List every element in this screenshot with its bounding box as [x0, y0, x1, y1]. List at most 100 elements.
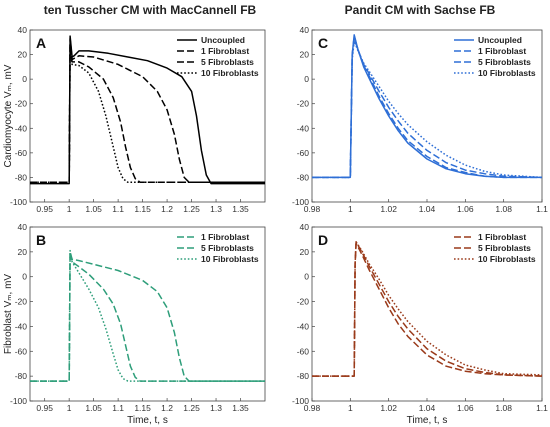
y-tick-label: -60	[15, 148, 28, 158]
y-tick-label: 40	[300, 222, 310, 232]
x-tick-label: 1.04	[419, 204, 436, 214]
x-tick-label: 1.06	[457, 204, 474, 214]
legend-label: 5 Fibroblasts	[478, 243, 531, 253]
left-column-title: ten Tusscher CM with MacCannell FB	[44, 3, 257, 17]
legend-label: 10 Fibroblasts	[478, 254, 536, 264]
y-tick-label: -100	[292, 396, 309, 406]
x-tick-label: 1.1	[112, 204, 124, 214]
series-line-2	[30, 251, 265, 382]
y-tick-label: 40	[18, 222, 28, 232]
y-tick-label: 0	[304, 74, 309, 84]
x-tick-label: 0.98	[304, 204, 321, 214]
legend-label: 1 Fibroblast	[478, 46, 526, 56]
y-tick-label: -80	[15, 172, 28, 182]
x-axis-label: Time, t, s	[407, 415, 448, 426]
legend-label: 10 Fibroblasts	[478, 68, 536, 78]
x-tick-label: 0.95	[36, 403, 53, 413]
series-line-4	[30, 46, 265, 184]
y-axis-label: Cardiomyocyte Vₘ, mV	[3, 64, 14, 167]
series-line-3	[30, 249, 265, 382]
x-tick-label: 1.08	[495, 204, 512, 214]
x-tick-label: 1	[67, 204, 72, 214]
x-tick-label: 1	[348, 204, 353, 214]
legend-label: 5 Fibroblasts	[201, 243, 254, 253]
x-tick-label: 1.25	[183, 204, 200, 214]
y-tick-label: 0	[22, 74, 27, 84]
x-tick-label: 1.25	[183, 403, 200, 413]
y-tick-label: -40	[15, 123, 28, 133]
x-tick-label: 1.2	[161, 403, 173, 413]
y-tick-label: -20	[15, 99, 28, 109]
y-tick-label: -60	[297, 346, 310, 356]
plot-frame	[29, 29, 266, 203]
y-tick-label: -20	[297, 297, 310, 307]
legend-label: 10 Fibroblasts	[201, 254, 259, 264]
x-tick-label: 1.05	[85, 403, 102, 413]
legend-label: 1 Fibroblast	[478, 232, 526, 242]
x-tick-label: 1	[67, 403, 72, 413]
series-line-3	[312, 241, 542, 377]
plot-frame	[29, 226, 266, 402]
panel-label: A	[36, 35, 46, 51]
x-tick-label: 1.08	[495, 403, 512, 413]
x-tick-label: 1.35	[232, 403, 249, 413]
x-tick-label: 1.06	[457, 403, 474, 413]
chart-panel-b: -100 -80 -60 -40 -20 0 20 40 0.95 1 1.05 1.1 1.15 1.2…	[3, 222, 266, 426]
x-tick-label: 1.3	[210, 204, 222, 214]
series-line-3	[312, 37, 542, 179]
right-column-title: Pandit CM with Sachse FB	[345, 3, 496, 17]
y-tick-label: 20	[18, 247, 28, 257]
y-tick-label: -100	[292, 197, 309, 207]
x-tick-label: 1.1	[112, 403, 124, 413]
x-tick-label: 0.95	[36, 204, 53, 214]
y-tick-label: 20	[300, 50, 310, 60]
y-tick-label: -80	[297, 371, 310, 381]
x-tick-label: 1.02	[380, 403, 397, 413]
panel-label: B	[36, 232, 46, 248]
legend-label: 5 Fibroblasts	[201, 57, 254, 67]
series-line-1	[30, 251, 265, 382]
x-tick-label: 1.3	[210, 403, 222, 413]
y-tick-label: 40	[18, 25, 28, 35]
x-tick-label: 1.05	[85, 204, 102, 214]
legend-label: 5 Fibroblasts	[478, 57, 531, 67]
legend-label: 1 Fibroblast	[201, 46, 249, 56]
y-tick-label: 0	[304, 272, 309, 282]
y-tick-label: -80	[297, 172, 310, 182]
y-tick-label: 0	[22, 272, 27, 282]
legend-label: Uncoupled	[201, 35, 245, 45]
legend-label: Uncoupled	[478, 35, 522, 45]
y-tick-label: -100	[10, 197, 27, 207]
y-tick-label: -80	[15, 371, 28, 381]
x-tick-label: 1.15	[134, 204, 151, 214]
y-tick-label: -40	[15, 321, 28, 331]
panel-label: C	[318, 35, 328, 51]
y-tick-label: 20	[18, 50, 28, 60]
y-tick-label: -100	[10, 396, 27, 406]
x-tick-label: 1.04	[419, 403, 436, 413]
x-tick-label: 1.02	[380, 204, 397, 214]
x-tick-label: 1	[348, 403, 353, 413]
y-tick-label: -20	[297, 99, 310, 109]
chart-panel-a: -100 -80 -60 -40 -20 0 20 40 0.95 1 1.05 1.1 1.15 1.2…	[3, 25, 266, 214]
x-tick-label: 1.1	[536, 403, 548, 413]
x-tick-label: 1.35	[232, 204, 249, 214]
y-tick-label: -40	[297, 321, 310, 331]
x-tick-label: 1.2	[161, 204, 173, 214]
x-axis-label: Time, t, s	[127, 415, 168, 426]
y-tick-label: -60	[297, 148, 310, 158]
x-tick-label: 1.15	[134, 403, 151, 413]
x-tick-label: 0.98	[304, 403, 321, 413]
y-tick-label: 20	[300, 247, 310, 257]
y-axis-label: Fibroblast Vₘ, mV	[3, 274, 14, 354]
chart-panel-c: -100 -80 -60 -40 -20 0 20 40 0.98 1 1.02 1.04 1.06 1.…	[292, 25, 548, 214]
series-line-2	[312, 241, 542, 377]
panel-label: D	[318, 232, 328, 248]
y-tick-label: -60	[15, 346, 28, 356]
x-tick-label: 1.1	[536, 204, 548, 214]
